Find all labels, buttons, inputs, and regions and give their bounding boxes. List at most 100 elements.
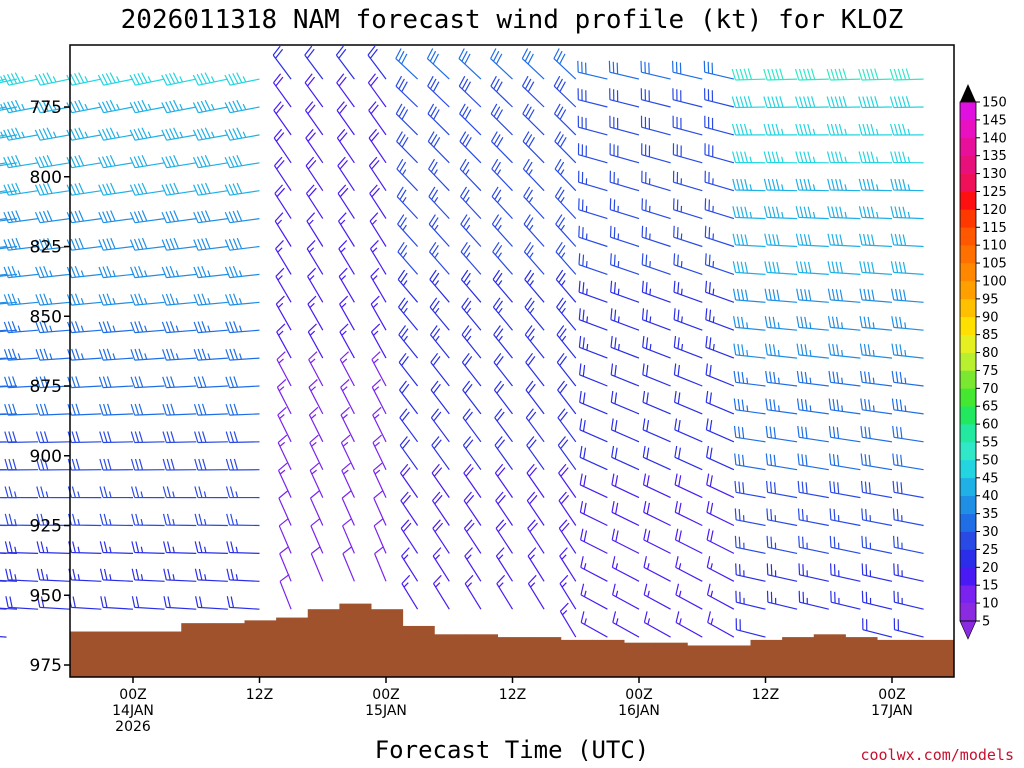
- wind-barb: [462, 380, 482, 415]
- wind-barb: [642, 335, 671, 359]
- wind-barb: [129, 155, 165, 169]
- wind-barb: [553, 75, 577, 108]
- wind-barb: [400, 463, 419, 498]
- wind-barb: [558, 463, 577, 498]
- wind-barb: [193, 348, 228, 361]
- wind-barb: [3, 293, 39, 306]
- wind-barb: [795, 261, 829, 275]
- wind-barb: [275, 239, 292, 275]
- wind-barb: [642, 445, 671, 471]
- wind-barb: [577, 115, 608, 136]
- wind-barb: [372, 462, 387, 498]
- wind-barb: [130, 293, 165, 306]
- wind-barb: [277, 434, 292, 470]
- wind-barb: [828, 398, 861, 415]
- wind-barb: [861, 535, 893, 554]
- wind-barb: [193, 403, 228, 416]
- wind-barb: [368, 156, 387, 192]
- wind-barb: [66, 210, 102, 224]
- colorbar-segment: [960, 495, 976, 514]
- wind-barb: [162, 348, 197, 361]
- terrain-bar: [718, 645, 751, 677]
- wind-barb: [278, 490, 292, 526]
- wind-barb: [0, 607, 18, 610]
- wind-barb: [308, 351, 324, 387]
- wind-barb: [34, 72, 70, 86]
- wind-barb: [859, 288, 893, 303]
- wind-barb: [339, 295, 355, 331]
- wind-barb: [373, 490, 387, 526]
- colorbar-segment: [960, 137, 976, 156]
- wind-barb: [675, 556, 703, 582]
- terrain-bar: [276, 617, 309, 677]
- wind-barb: [3, 127, 39, 141]
- terrain-bar: [149, 631, 182, 677]
- wind-barb: [274, 212, 292, 247]
- wind-barb: [34, 210, 70, 224]
- x-tick-label: 00Z: [878, 687, 905, 703]
- terrain-bar: [529, 637, 562, 677]
- wind-barb: [0, 385, 18, 388]
- wind-barb: [396, 131, 419, 164]
- wind-barb: [308, 379, 324, 415]
- wind-barb: [610, 253, 640, 275]
- wind-barb: [277, 462, 292, 498]
- wind-barb: [796, 343, 829, 359]
- wind-barb: [890, 178, 924, 192]
- wind-barb: [861, 563, 893, 582]
- wind-barb: [130, 265, 165, 279]
- wind-barb: [704, 253, 735, 275]
- wind-barb: [462, 436, 482, 471]
- wind-barb: [559, 602, 577, 638]
- wind-barb: [460, 269, 482, 303]
- wind-barb: [129, 237, 165, 251]
- wind-barb: [395, 48, 419, 80]
- wind-barb: [765, 398, 798, 415]
- wind-barb: [67, 458, 102, 471]
- terrain-bar: [908, 639, 955, 677]
- wind-barb: [557, 408, 577, 443]
- wind-barb: [3, 210, 39, 224]
- wind-barb: [459, 186, 482, 220]
- colorbar-label: 70: [982, 382, 999, 397]
- wind-barb: [609, 143, 640, 164]
- wind-barb: [827, 316, 861, 331]
- wind-barb: [341, 490, 355, 526]
- wind-barb: [862, 618, 893, 638]
- wind-barb: [371, 379, 387, 415]
- wind-barb: [432, 547, 450, 582]
- wind-barb: [98, 99, 134, 114]
- colorbar-segment: [960, 155, 976, 174]
- wind-barb: [304, 73, 324, 108]
- wind-barb: [279, 574, 292, 610]
- terrain-bar: [655, 642, 688, 677]
- wind-barb: [68, 568, 102, 582]
- wind-barb: [554, 131, 577, 164]
- wind-barb: [579, 500, 608, 527]
- wind-barb: [4, 403, 39, 416]
- wind-barb: [340, 379, 355, 415]
- wind-barb: [829, 508, 861, 527]
- wind-barb: [578, 170, 608, 192]
- wind-barb: [161, 99, 197, 114]
- colorbar-label: 120: [982, 203, 1007, 218]
- wind-barb: [643, 583, 671, 610]
- wind-barb: [66, 72, 102, 86]
- wind-barb: [705, 418, 735, 443]
- wind-barb: [610, 335, 640, 359]
- wind-barb: [554, 186, 577, 220]
- wind-barb: [192, 127, 229, 141]
- wind-barb: [609, 198, 640, 220]
- wind-barb: [609, 170, 640, 192]
- wind-barb: [674, 418, 703, 443]
- wind-barb: [458, 75, 482, 108]
- wind-barb: [705, 363, 735, 387]
- wind-barb: [556, 325, 577, 359]
- wind-barb: [3, 348, 39, 361]
- wind-barb: [194, 486, 228, 499]
- wind-barb: [338, 267, 355, 303]
- wind-barb: [733, 343, 766, 359]
- wind-barb: [195, 596, 228, 610]
- wind-barb: [274, 156, 292, 192]
- wind-barb: [163, 541, 197, 554]
